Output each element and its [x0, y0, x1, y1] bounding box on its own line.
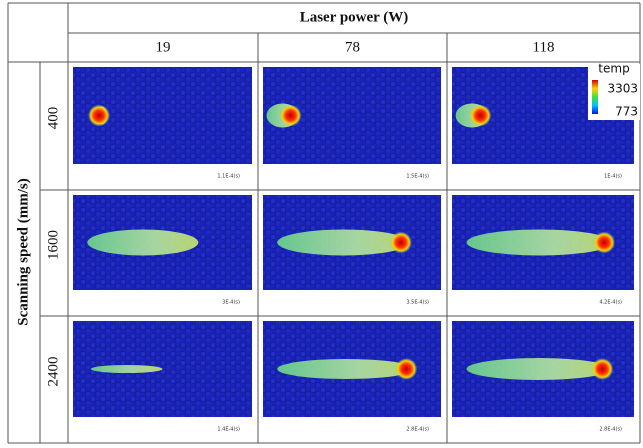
column-header: 118	[533, 39, 555, 55]
legend-min: 773	[615, 105, 638, 119]
time-label: 1.4E-4(s)	[217, 427, 240, 433]
hot-spot	[389, 231, 412, 254]
time-label: 3E-4(s)	[222, 300, 240, 306]
simulation-image	[73, 67, 252, 164]
simulation-image	[263, 195, 441, 290]
melt-pool	[466, 358, 611, 380]
time-label: 1.5E-4(s)	[406, 174, 429, 180]
simulation-image	[452, 195, 634, 290]
melt-pool	[277, 229, 409, 256]
melt-pool	[466, 229, 613, 256]
hot-spot	[469, 104, 492, 127]
simulation-image	[263, 321, 441, 417]
time-label: 2.8E-4(s)	[599, 427, 622, 433]
hot-spot	[591, 358, 614, 380]
melt-pool	[277, 359, 415, 379]
time-label: 2.8E-4(s)	[406, 427, 429, 433]
time-label: 3.5E-4(s)	[406, 300, 429, 306]
row-header: 2400	[45, 357, 61, 387]
melt-pool	[90, 365, 163, 373]
simulation-image	[73, 195, 252, 290]
simulation-image	[452, 321, 634, 417]
time-label: 1.1E-4(s)	[217, 174, 240, 180]
legend-title: temp	[598, 62, 629, 76]
simulation-image	[263, 67, 441, 164]
hot-spot	[395, 358, 418, 380]
column-title: Laser power (W)	[300, 9, 409, 25]
color-scale	[592, 80, 598, 114]
hot-spot	[88, 104, 111, 127]
hot-spot	[593, 231, 616, 254]
column-header: 78	[345, 39, 360, 55]
melt-pool	[87, 229, 199, 256]
column-header: 19	[156, 39, 171, 55]
hot-spot	[279, 104, 302, 127]
time-label: 1E-4(s)	[604, 174, 622, 180]
legend-max: 3303	[607, 82, 638, 96]
simulation-image	[73, 321, 252, 417]
row-header: 1600	[45, 230, 61, 260]
time-label: 4.2E-4(s)	[599, 300, 622, 306]
row-title: Scanning speed (mm/s)	[15, 178, 31, 326]
row-header: 400	[45, 107, 61, 130]
